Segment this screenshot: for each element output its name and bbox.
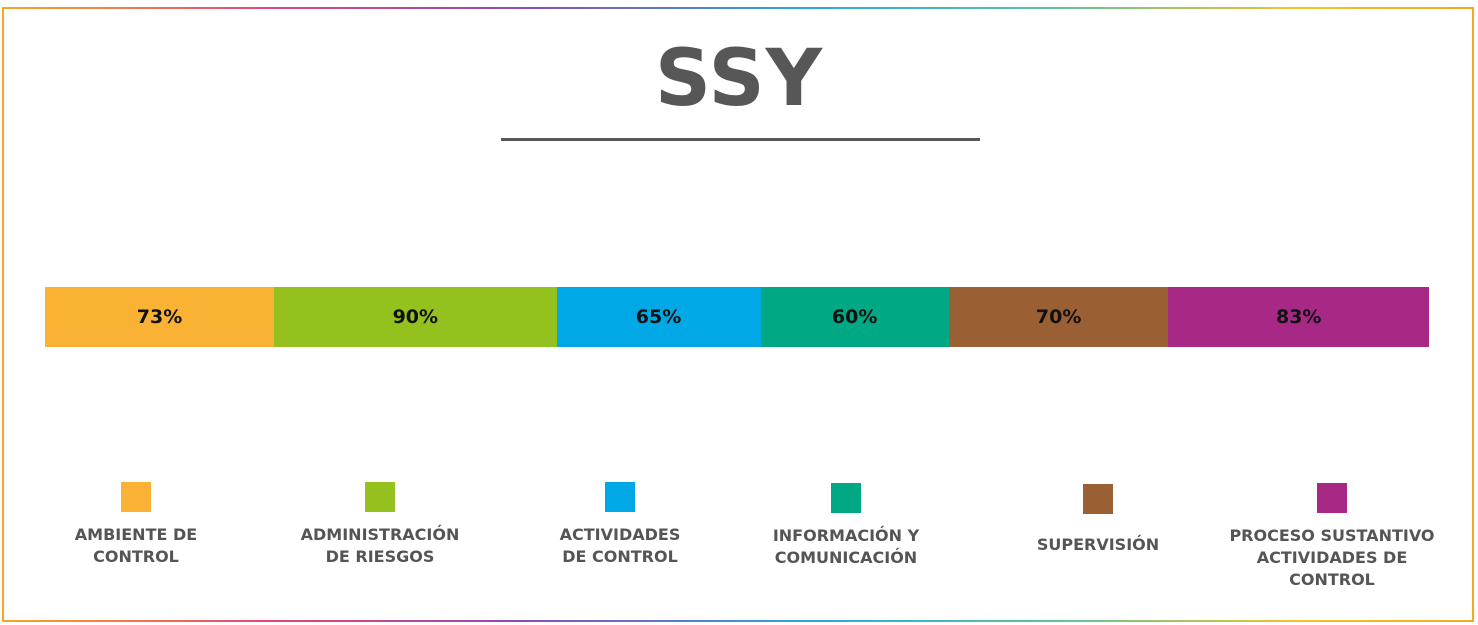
legend-label: SUPERVISIÓN bbox=[1036, 535, 1160, 554]
legend-swatch bbox=[1083, 484, 1113, 514]
legend-item: ACTIVIDADES DE CONTROL bbox=[490, 482, 750, 568]
data-label: 90% bbox=[392, 306, 439, 328]
data-label: 60% bbox=[831, 306, 878, 328]
title-underline bbox=[501, 138, 980, 141]
bar-segment: 73% bbox=[45, 287, 275, 347]
bar-segment: 70% bbox=[948, 287, 1169, 347]
chart-title: SSY bbox=[654, 34, 824, 124]
legend-item: ADMINISTRACIÓN DE RIESGOS bbox=[250, 482, 510, 568]
data-label: 65% bbox=[635, 306, 682, 328]
data-label: 70% bbox=[1035, 306, 1082, 328]
legend-label: ACTIVIDADES DE CONTROL bbox=[559, 525, 681, 566]
legend-label: AMBIENTE DE CONTROL bbox=[74, 525, 198, 566]
legend-swatch bbox=[365, 482, 395, 512]
data-label: 73% bbox=[136, 306, 183, 328]
legend-item: PROCESO SUSTANTIVO ACTIVIDADES DE CONTRO… bbox=[1202, 483, 1462, 591]
legend-item: SUPERVISIÓN bbox=[968, 484, 1228, 556]
legend-label: ADMINISTRACIÓN DE RIESGOS bbox=[300, 525, 460, 566]
legend-label: INFORMACIÓN Y COMUNICACIÓN bbox=[772, 526, 920, 567]
legend-item: INFORMACIÓN Y COMUNICACIÓN bbox=[716, 483, 976, 569]
legend-swatch bbox=[1317, 483, 1347, 513]
bar-segment: 65% bbox=[556, 287, 761, 347]
legend-label: PROCESO SUSTANTIVO ACTIVIDADES DE CONTRO… bbox=[1229, 526, 1435, 589]
stacked-bar: 73% 90% 65% 60% 70% 83% bbox=[45, 287, 1429, 347]
legend-item: AMBIENTE DE CONTROL bbox=[6, 482, 266, 568]
data-label: 83% bbox=[1275, 306, 1322, 328]
legend-swatch bbox=[831, 483, 861, 513]
bar-segment: 83% bbox=[1168, 287, 1429, 347]
legend-swatch bbox=[605, 482, 635, 512]
bar-segment: 60% bbox=[760, 287, 949, 347]
legend-swatch bbox=[121, 482, 151, 512]
bar-segment: 90% bbox=[274, 287, 557, 347]
